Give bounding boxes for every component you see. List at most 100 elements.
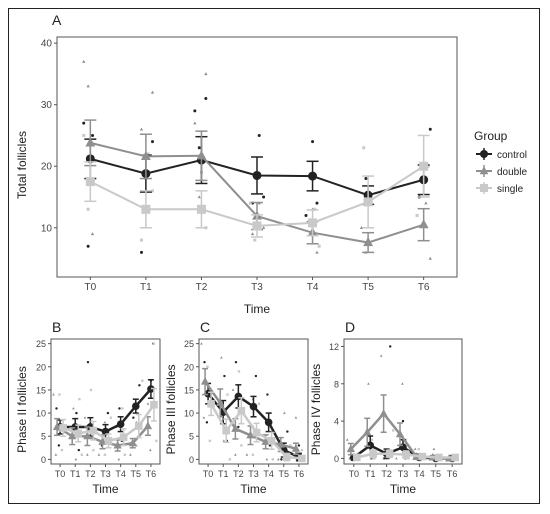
raw-point [223, 374, 226, 378]
mean-marker-single [89, 426, 98, 435]
x-tick-label: T5 [131, 469, 142, 479]
raw-point [72, 407, 75, 410]
mean-marker-double [276, 439, 285, 448]
x-tick-label: T0 [55, 469, 66, 479]
mean-marker-single [363, 197, 373, 207]
raw-point [315, 201, 319, 205]
raw-point [251, 453, 255, 456]
raw-point [283, 411, 286, 415]
mean-marker-double [98, 437, 107, 445]
legend-marker-double [479, 166, 489, 175]
panel-b: B 0 5 10 15 20 25 T0 T1 T2 T3 T4 T5 T6 Time Phase II fo… [15, 319, 161, 496]
legend-label-single: single [497, 184, 524, 195]
raw-point [106, 411, 110, 415]
x-tick-label: T4 [307, 282, 319, 293]
raw-point [417, 447, 420, 451]
raw-point [139, 127, 144, 131]
raw-point [91, 133, 95, 137]
y-tick-label: 20 [36, 362, 46, 372]
panel-label: D [345, 319, 355, 335]
y-tick-label: 15 [36, 385, 46, 395]
y-tick-label: 10 [184, 409, 194, 419]
raw-point [395, 456, 398, 460]
y-tick-label: 12 [329, 342, 339, 352]
x-tick-label: T3 [251, 282, 263, 293]
raw-point [315, 250, 319, 254]
raw-point [138, 384, 141, 387]
mean-marker-double [140, 150, 151, 160]
raw-point [109, 416, 113, 419]
mean-marker-single [104, 437, 113, 445]
raw-point [262, 195, 266, 199]
raw-point [428, 256, 432, 260]
x-tick-label: T6 [294, 469, 305, 479]
raw-point [80, 453, 84, 456]
mean-marker-single [85, 177, 95, 187]
y-axis-title: Phase II follicles [15, 366, 29, 453]
raw-point [248, 201, 252, 205]
mean-marker-double [68, 431, 77, 440]
raw-point [97, 453, 101, 456]
raw-point [240, 444, 243, 447]
raw-point [424, 201, 428, 205]
mean-marker-single [402, 450, 410, 459]
raw-point [226, 393, 229, 396]
mean-marker-control [249, 402, 258, 411]
mean-marker-single [150, 400, 158, 409]
x-tick-label: T2 [85, 469, 96, 479]
raw-point [155, 439, 158, 443]
y-tick-label: 15 [184, 385, 194, 395]
y-tick-label: 10 [36, 409, 46, 419]
x-tick-label: T1 [365, 469, 376, 479]
raw-point [58, 393, 61, 396]
raw-point [268, 444, 272, 447]
raw-point [220, 356, 223, 359]
raw-point [271, 458, 275, 461]
raw-point [257, 402, 261, 406]
raw-point [297, 444, 301, 447]
x-axis-title: Time [92, 482, 119, 496]
raw-point [86, 453, 89, 456]
raw-point [141, 379, 144, 382]
raw-point [52, 393, 55, 396]
x-tick-label: T1 [218, 469, 229, 479]
y-tick-label: 25 [184, 339, 194, 349]
x-tick-label: T0 [84, 282, 96, 293]
x-tick-label: T6 [418, 282, 430, 293]
panel-c: C 0 5 10 15 20 25 T0 T1 T2 T3 T4 T5 T6 Time Phase III f… [164, 319, 309, 496]
raw-point [265, 457, 269, 461]
raw-point [401, 382, 404, 385]
mean-marker-single [434, 453, 443, 462]
mean-marker-single [119, 433, 128, 441]
x-tick-label: T4 [115, 469, 126, 479]
mean-marker-double [291, 444, 301, 452]
mean-marker-double [363, 237, 374, 247]
raw-point [401, 419, 405, 423]
mean-marker-double [83, 431, 92, 440]
raw-point [148, 448, 152, 452]
y-tick-label: 0 [334, 454, 339, 464]
mean-marker-single [207, 400, 215, 408]
mean-marker-single [74, 429, 83, 438]
raw-point [317, 244, 321, 248]
y-tick-label: 30 [41, 100, 53, 111]
raw-point [237, 425, 240, 429]
mean-marker-double [196, 150, 207, 160]
y-tick-label: 0 [41, 455, 46, 465]
raw-point [132, 416, 135, 419]
raw-point [379, 354, 383, 357]
x-tick-label: T1 [70, 469, 81, 479]
x-tick-label: T3 [248, 469, 259, 479]
mean-marker-double [261, 437, 270, 445]
raw-point [203, 360, 206, 364]
raw-point [60, 448, 64, 452]
legend-marker-control [480, 150, 488, 158]
mean-marker-double [113, 440, 122, 449]
x-tick-label: T6 [146, 469, 157, 479]
mean-marker-double [246, 430, 255, 439]
mean-marker-double [216, 398, 225, 406]
raw-point [86, 207, 90, 211]
y-tick-label: 0 [189, 455, 194, 465]
raw-point [253, 238, 257, 242]
